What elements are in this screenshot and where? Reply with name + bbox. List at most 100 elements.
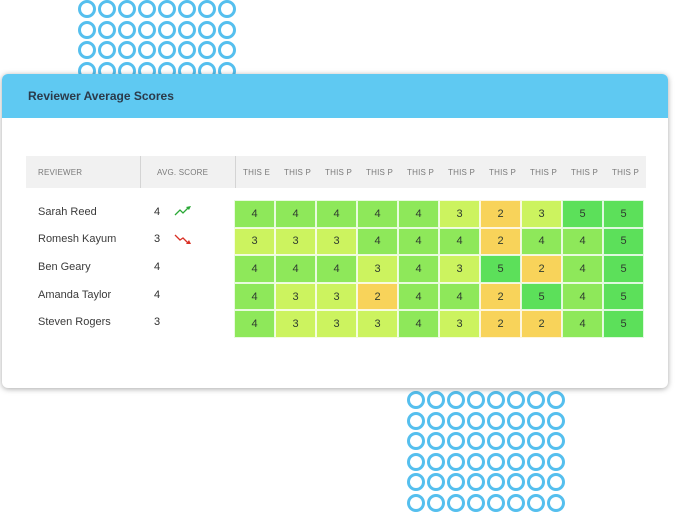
column-header-period[interactable]: THIS P [325, 167, 352, 177]
avg-score-value: 3 [154, 316, 161, 329]
dot-ring-icon [507, 391, 525, 409]
dot-ring-icon [407, 391, 425, 409]
dot-ring-icon [198, 0, 216, 18]
column-header-period[interactable]: THIS P [530, 167, 557, 177]
dot-ring-icon [467, 452, 485, 471]
period-headers: THIS E THIS P THIS P THIS P THIS P THIS P THIS… [235, 156, 646, 188]
dot-ring-icon [98, 20, 116, 39]
dot-ring-icon [407, 473, 425, 491]
dot-ring-icon [78, 0, 96, 18]
score-cell[interactable]: 4 [562, 310, 603, 338]
column-header-period[interactable]: THIS E [243, 167, 270, 177]
reviewer-name: Ben Geary [38, 260, 91, 273]
score-cell[interactable]: 4 [562, 282, 603, 311]
dot-ring-icon [447, 391, 465, 409]
score-cell[interactable]: 5 [603, 227, 644, 256]
dot-ring-icon [138, 20, 156, 39]
score-cell[interactable]: 3 [439, 310, 480, 338]
score-cell[interactable]: 4 [357, 200, 398, 228]
dot-ring-icon [547, 473, 565, 491]
column-header-period[interactable]: THIS P [612, 167, 639, 177]
score-cell[interactable]: 2 [521, 310, 562, 338]
score-cell[interactable]: 4 [398, 310, 439, 338]
score-cell[interactable]: 4 [521, 227, 562, 256]
dot-ring-icon [487, 432, 505, 450]
column-header-reviewer[interactable]: REVIEWER [38, 167, 83, 177]
score-cell[interactable]: 4 [562, 227, 603, 256]
dot-ring-icon [98, 0, 116, 18]
table-header: REVIEWER AVG. SCORE THIS E THIS P THIS P TH… [26, 156, 646, 188]
score-cell[interactable]: 4 [316, 200, 357, 228]
score-cell[interactable]: 3 [357, 310, 398, 338]
score-cell[interactable]: 5 [603, 310, 644, 338]
score-cell[interactable]: 3 [439, 200, 480, 228]
score-cell[interactable]: 4 [439, 227, 480, 256]
score-cell[interactable]: 2 [521, 255, 562, 283]
dot-ring-icon [467, 473, 485, 491]
score-cell[interactable]: 2 [480, 200, 521, 228]
panel-header: Reviewer Average Scores [2, 74, 668, 118]
score-cell[interactable]: 3 [275, 282, 316, 311]
score-cell[interactable]: 4 [234, 310, 275, 338]
dot-ring-icon [527, 493, 545, 512]
score-cell[interactable]: 4 [275, 200, 316, 228]
score-cell[interactable]: 3 [439, 255, 480, 283]
column-header-period[interactable]: THIS P [489, 167, 516, 177]
avg-score-value: 4 [154, 205, 161, 218]
dot-ring-icon [118, 0, 136, 18]
score-cell[interactable]: 3 [316, 282, 357, 311]
score-cell[interactable]: 4 [398, 227, 439, 256]
score-cell[interactable]: 4 [275, 255, 316, 283]
score-cell[interactable]: 3 [521, 200, 562, 228]
score-cell[interactable]: 3 [234, 227, 275, 256]
column-header-period[interactable]: THIS P [284, 167, 311, 177]
score-cell[interactable]: 4 [357, 227, 398, 256]
dot-ring-icon [118, 20, 136, 39]
score-cell[interactable]: 3 [275, 310, 316, 338]
column-header-avg-score[interactable]: AVG. SCORE [140, 156, 235, 188]
dot-ring-icon [547, 411, 565, 430]
score-cell[interactable]: 4 [398, 200, 439, 228]
score-cell[interactable]: 5 [521, 282, 562, 311]
score-cell[interactable]: 5 [603, 282, 644, 311]
score-cell[interactable]: 4 [316, 255, 357, 283]
reviewer-name: Steven Rogers [38, 316, 111, 329]
score-cell[interactable]: 4 [234, 200, 275, 228]
dot-ring-icon [527, 432, 545, 450]
score-cell[interactable]: 4 [398, 282, 439, 311]
score-cell[interactable]: 2 [480, 310, 521, 338]
column-header-period[interactable]: THIS P [407, 167, 434, 177]
score-cell[interactable]: 3 [316, 310, 357, 338]
dot-ring-icon [427, 411, 445, 430]
score-cell[interactable]: 5 [562, 200, 603, 228]
reviewer-name: Sarah Reed [38, 205, 97, 218]
score-cell[interactable]: 4 [234, 282, 275, 311]
score-cell[interactable]: 4 [234, 255, 275, 283]
score-cell[interactable]: 5 [603, 200, 644, 228]
score-cell[interactable]: 3 [357, 255, 398, 283]
column-header-period[interactable]: THIS P [366, 167, 393, 177]
score-cell[interactable]: 3 [275, 227, 316, 256]
dot-ring-icon [158, 20, 176, 39]
score-cell[interactable]: 4 [562, 255, 603, 283]
avg-score-value: 4 [154, 260, 161, 273]
dot-ring-icon [218, 41, 236, 59]
column-header-period[interactable]: THIS P [448, 167, 475, 177]
dot-ring-icon [78, 41, 96, 59]
avg-score-value: 3 [154, 233, 161, 246]
score-cell[interactable]: 2 [357, 282, 398, 311]
score-cell[interactable]: 4 [439, 282, 480, 311]
score-cell[interactable]: 4 [398, 255, 439, 283]
dot-ring-icon [507, 452, 525, 471]
dot-ring-icon [427, 452, 445, 471]
score-cell[interactable]: 5 [603, 255, 644, 283]
dot-ring-icon [547, 493, 565, 512]
score-cell[interactable]: 2 [480, 227, 521, 256]
dot-ring-icon [507, 493, 525, 512]
column-header-period[interactable]: THIS P [571, 167, 598, 177]
score-cell[interactable]: 2 [480, 282, 521, 311]
score-cell[interactable]: 5 [480, 255, 521, 283]
dot-ring-icon [467, 493, 485, 512]
dot-ring-icon [158, 0, 176, 18]
score-cell[interactable]: 3 [316, 227, 357, 256]
